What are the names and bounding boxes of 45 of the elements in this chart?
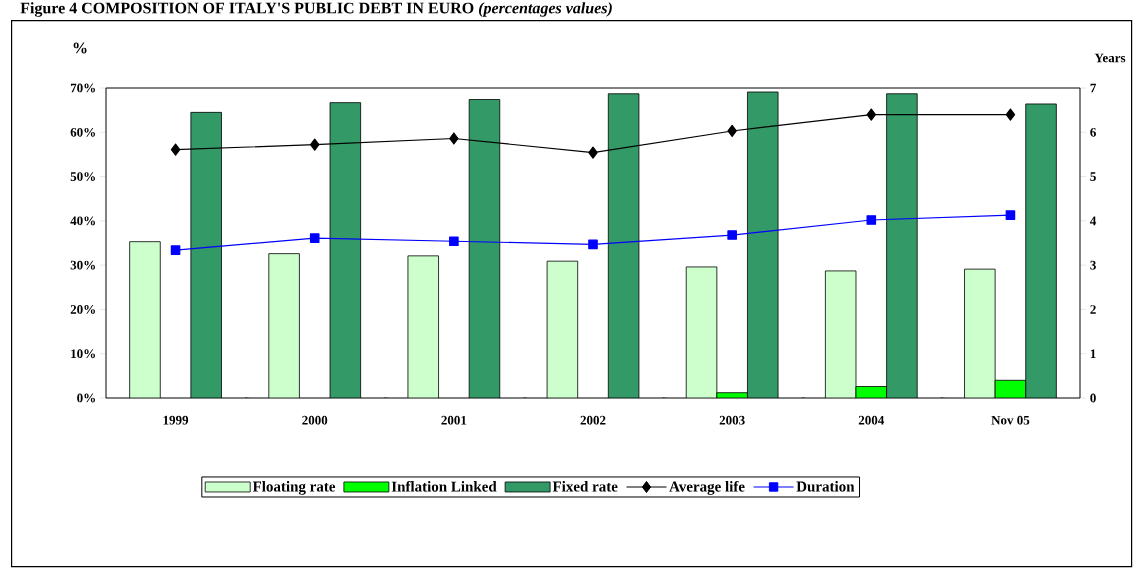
point — [449, 236, 459, 247]
y2-tick-label: 3 — [1090, 260, 1096, 270]
y2-tick-label: 6 — [1090, 127, 1096, 137]
point — [309, 233, 320, 243]
x-tick-label: 2001 — [441, 415, 467, 425]
y-tick-label: 10% — [71, 349, 95, 359]
x-tick-label: 2003 — [719, 415, 745, 425]
point — [170, 245, 181, 255]
legend-label: Average life — [669, 480, 745, 495]
y-tick-label: 60% — [70, 127, 95, 137]
y2-tick-label: 4 — [1090, 216, 1097, 226]
point — [1005, 210, 1016, 220]
x-tick-label: 2002 — [580, 415, 606, 425]
x-tick-label: Nov 05 — [991, 415, 1030, 425]
y-tick-label: 20% — [70, 305, 95, 314]
point — [588, 146, 598, 159]
y-tick-label: 70% — [70, 83, 95, 93]
y-tick-label: 30% — [70, 260, 95, 270]
y-axis-title: % — [73, 42, 87, 54]
point — [588, 239, 598, 250]
y-tick-label: 50% — [70, 172, 95, 181]
point — [170, 143, 181, 156]
chart-title: Figure 4 COMPOSITION OF ITALY'S PUBLIC DEBT IN EURO (percentages values) — [20, 2, 612, 17]
y2-tick-label: 2 — [1090, 305, 1096, 314]
legend-label: Inflation Linked — [391, 480, 497, 492]
x-tick-label: 1999 — [163, 415, 189, 425]
point — [727, 124, 737, 138]
point — [1005, 108, 1016, 121]
point — [309, 138, 320, 151]
legend-label: Duration — [796, 481, 855, 492]
y-tick-label: 0% — [77, 393, 95, 403]
y2-tick-label: 1 — [1090, 349, 1096, 359]
legend-label: Fixed rate — [552, 481, 618, 492]
point — [866, 215, 877, 225]
point — [866, 108, 877, 121]
y2-tick-label: 5 — [1090, 172, 1096, 181]
legend-label: Floating rate — [252, 481, 336, 495]
point — [727, 230, 737, 240]
y2-tick-label: 0 — [1090, 393, 1096, 403]
y2-tick-label: 7 — [1090, 83, 1097, 93]
y2-axis-title: Years — [1094, 53, 1126, 63]
x-tick-label: 2000 — [302, 415, 328, 425]
y-tick-label: 40% — [70, 216, 95, 226]
x-tick-label: 2004 — [858, 415, 885, 425]
point — [449, 132, 459, 145]
